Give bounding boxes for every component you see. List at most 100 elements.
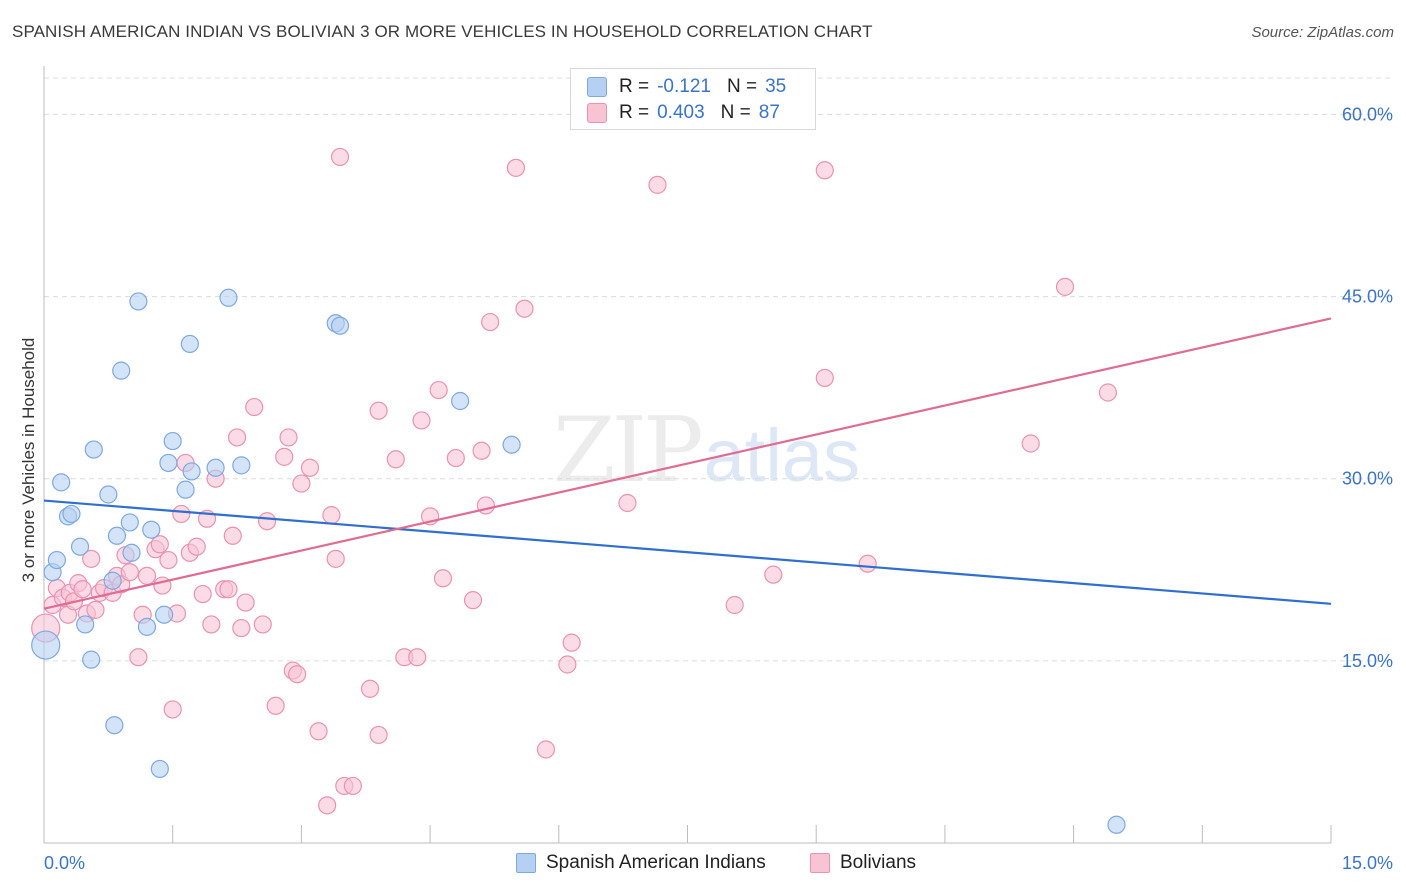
chart-title: SPANISH AMERICAN INDIAN VS BOLIVIAN 3 OR…: [12, 22, 873, 41]
point-bolivians: [137, 566, 157, 585]
point-bolivians: [275, 447, 294, 466]
point-spanish-american-indians: [1107, 815, 1126, 834]
point-bolivians: [129, 648, 148, 667]
point-bolivians: [172, 504, 191, 524]
point-spanish-american-indians: [182, 462, 201, 481]
legend-row-bolivians: R = 0.403 N = 87: [587, 101, 780, 125]
point-bolivians: [163, 700, 182, 719]
point-bolivians: [253, 615, 272, 634]
point-bolivians: [1098, 383, 1118, 402]
point-spanish-american-indians: [31, 630, 61, 660]
point-bolivians: [481, 312, 500, 332]
point-bolivians: [232, 618, 251, 638]
point-bolivians: [227, 428, 247, 447]
x-tick-label-min: 0.0%: [44, 853, 85, 873]
legend-label: Spanish American Indians: [546, 852, 766, 873]
point-bolivians: [815, 368, 834, 388]
point-spanish-american-indians: [62, 504, 81, 524]
trend-line-bolivians: [43, 317, 1332, 610]
point-spanish-american-indians: [219, 288, 238, 307]
point-bolivians: [326, 549, 345, 568]
n-value: 35: [765, 76, 787, 97]
point-spanish-american-indians: [47, 550, 66, 570]
legend-item-bolivians[interactable]: Bolivians: [810, 852, 916, 874]
blue-swatch-icon: [587, 77, 607, 97]
y-tick-label: 15.0%: [1342, 651, 1393, 671]
point-spanish-american-indians: [120, 513, 139, 532]
point-spanish-american-indians: [99, 485, 118, 504]
y-tick-label: 45.0%: [1342, 287, 1393, 307]
point-spanish-american-indians: [150, 759, 169, 779]
trend-layer: [43, 317, 1332, 610]
point-bolivians: [223, 526, 242, 545]
point-spanish-american-indians: [451, 391, 470, 411]
point-spanish-american-indians: [206, 458, 225, 477]
point-spanish-american-indians: [142, 520, 161, 539]
point-bolivians: [433, 569, 453, 588]
point-bolivians: [330, 147, 350, 167]
r-label: R =: [619, 76, 650, 97]
n-value: 87: [758, 102, 780, 123]
point-spanish-american-indians: [122, 543, 141, 562]
point-bolivians: [369, 401, 388, 420]
point-bolivians: [515, 299, 534, 318]
point-spanish-american-indians: [163, 431, 182, 451]
point-bolivians: [318, 796, 337, 815]
point-bolivians: [463, 591, 483, 610]
point-bolivians: [257, 512, 277, 531]
points-layer: [31, 147, 1126, 834]
point-spanish-american-indians: [232, 456, 251, 475]
point-bolivians: [120, 563, 139, 582]
point-spanish-american-indians: [103, 571, 122, 590]
point-bolivians: [82, 549, 101, 568]
point-bolivians: [159, 550, 178, 570]
point-bolivians: [266, 696, 285, 715]
point-bolivians: [472, 441, 491, 460]
point-bolivians: [412, 411, 431, 430]
point-bolivians: [1021, 434, 1040, 453]
point-bolivians: [725, 595, 744, 615]
point-bolivians: [408, 648, 427, 667]
point-spanish-american-indians: [52, 473, 71, 492]
point-spanish-american-indians: [155, 605, 174, 624]
point-bolivians: [193, 584, 212, 604]
point-bolivians: [369, 725, 388, 745]
labels-layer: 15.0% 30.0% 45.0% 60.0% 0.0% 15.0% 3 or more V…: [19, 104, 1393, 873]
point-bolivians: [288, 665, 307, 684]
blue-swatch-icon: [516, 853, 536, 873]
point-bolivians: [322, 506, 341, 525]
point-spanish-american-indians: [105, 716, 124, 735]
point-spanish-american-indians: [82, 650, 101, 669]
axis-layer: [43, 66, 1332, 844]
y-axis-label: 3 or more Vehicles in Household: [19, 338, 38, 583]
point-spanish-american-indians: [180, 334, 199, 354]
r-value: 0.403: [657, 102, 705, 123]
r-value: -0.121: [657, 76, 711, 97]
x-tick-label-max: 15.0%: [1342, 853, 1393, 873]
y-tick-label: 60.0%: [1342, 104, 1393, 124]
point-bolivians: [648, 175, 667, 194]
legend-item-spanish-american-indians[interactable]: Spanish American Indians: [516, 852, 766, 874]
point-bolivians: [360, 679, 380, 698]
point-spanish-american-indians: [84, 440, 103, 459]
point-spanish-american-indians: [107, 526, 127, 545]
point-spanish-american-indians: [176, 480, 195, 499]
point-spanish-american-indians: [137, 617, 157, 636]
point-bolivians: [300, 458, 320, 477]
r-label: R =: [619, 102, 650, 123]
point-bolivians: [1055, 277, 1075, 296]
point-bolivians: [562, 633, 581, 652]
legend-label: Bolivians: [840, 852, 917, 873]
point-spanish-american-indians: [129, 292, 148, 311]
point-bolivians: [764, 565, 783, 584]
source-label: Source: ZipAtlas.com: [1251, 24, 1394, 41]
correlation-legend: R = -0.121 N = 35 R = 0.403 N = 87: [570, 68, 816, 130]
point-bolivians: [858, 554, 877, 573]
n-label: N =: [720, 102, 751, 123]
point-bolivians: [343, 776, 362, 796]
point-bolivians: [815, 161, 834, 180]
point-bolivians: [73, 580, 92, 599]
pink-swatch-icon: [587, 103, 607, 123]
point-bolivians: [219, 580, 238, 599]
point-spanish-american-indians: [70, 537, 90, 556]
